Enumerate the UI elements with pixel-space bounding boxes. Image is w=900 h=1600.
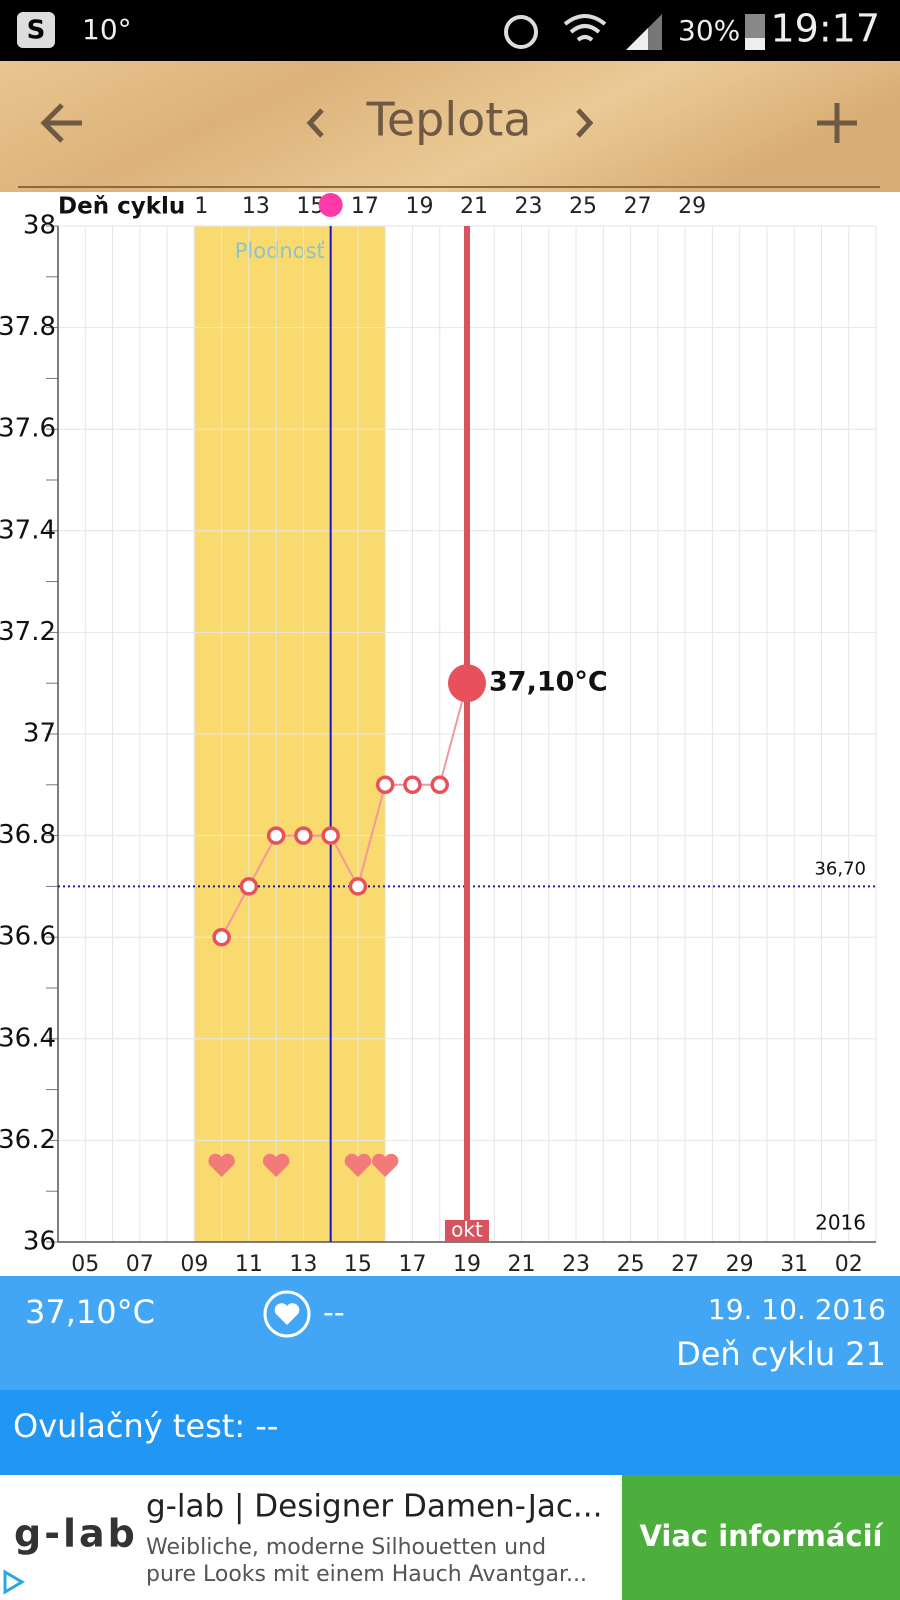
intercourse-heart	[344, 1153, 372, 1177]
heart-button[interactable]	[263, 1290, 311, 1338]
previous-button[interactable]	[306, 108, 324, 138]
ad-title: g-lab | Designer Damen-Jac...	[146, 1489, 602, 1525]
back-button[interactable]	[40, 103, 82, 143]
x-tick-label: 02	[835, 1252, 863, 1277]
ad-line: pure Looks mit einem Hauch Avantgar...	[146, 1562, 587, 1587]
x-tick-label: 21	[508, 1252, 536, 1277]
fertile-window-label: Plodnosť	[235, 239, 325, 263]
add-button[interactable]	[817, 103, 857, 143]
y-tick-label: 37	[23, 719, 56, 749]
temperature-point	[348, 877, 368, 896]
reference-line-label: 36,70	[814, 858, 866, 879]
y-tick-label: 37.6	[0, 414, 56, 444]
y-tick-label: 37.2	[0, 617, 56, 647]
x-tick-label: 29	[726, 1252, 754, 1277]
status-battery: 30%	[678, 14, 740, 47]
temperature-point	[212, 927, 231, 947]
y-tick-label: 36	[23, 1227, 56, 1257]
heart-icon	[274, 1303, 300, 1325]
ad-line: Weibliche, moderne Silhouetten und	[146, 1535, 546, 1560]
y-tick-label: 37.8	[0, 312, 56, 342]
today-badge	[445, 1220, 489, 1242]
ad-button[interactable]	[622, 1475, 900, 1600]
battery-level	[745, 38, 765, 50]
y-tick-label: 36.4	[0, 1023, 56, 1053]
cycle-day-label: 25	[569, 194, 597, 219]
ovulation-test-bar[interactable]	[0, 1390, 900, 1475]
info-panel	[0, 1276, 900, 1390]
toolbar	[0, 61, 900, 192]
temperature-point	[321, 826, 340, 845]
ad-brand: g-lab	[14, 1512, 138, 1556]
ad-button-label: Viac informácií	[639, 1519, 884, 1553]
y-tick-label: 38	[23, 211, 56, 241]
x-tick-label: 05	[71, 1252, 99, 1277]
x-tick-label: 13	[289, 1252, 317, 1277]
temperature-point	[239, 877, 259, 896]
ovulation-test-label: Ovulačný test: --	[13, 1407, 278, 1445]
alarm-icon	[504, 15, 538, 49]
year-label: 2016	[815, 1211, 866, 1235]
cycle-day-label: 13	[242, 194, 270, 219]
temperature-line	[220, 682, 468, 938]
info-temperature: 37,10°C	[25, 1293, 155, 1331]
x-tick-label: 19	[453, 1252, 481, 1277]
status-time: 19:17	[770, 7, 880, 51]
cycle-day-label: 17	[351, 194, 379, 219]
temperature-point	[266, 826, 286, 845]
app-icon	[17, 12, 55, 48]
intercourse-heart	[208, 1153, 235, 1177]
cycle-label: Deň cyklu	[58, 194, 185, 220]
temperature-point	[430, 775, 449, 795]
info-note: --	[323, 1296, 345, 1331]
x-tick-label: 11	[235, 1252, 263, 1277]
cycle-day-label: 1	[194, 194, 208, 219]
ad-choices-icon[interactable]	[3, 1569, 25, 1595]
temperature-point	[294, 826, 313, 845]
selected-point	[448, 664, 486, 703]
ovulation-marker	[318, 193, 343, 217]
y-tick-label: 36.2	[0, 1125, 56, 1155]
status-temp: 10°	[82, 13, 132, 46]
screen-title: Teplota	[366, 93, 532, 147]
temperature-point	[403, 775, 422, 795]
cycle-day-label: 27	[624, 194, 652, 219]
signal-level	[626, 28, 648, 50]
temperature-point	[375, 775, 395, 795]
cycle-day-label: 23	[515, 194, 543, 219]
x-tick-label: 27	[671, 1252, 699, 1277]
y-tick-label: 36.8	[0, 820, 56, 850]
cycle-day-label: 29	[678, 194, 706, 219]
intercourse-heart	[262, 1153, 290, 1177]
x-tick-label: 07	[126, 1252, 154, 1277]
x-tick-label: 09	[180, 1252, 208, 1277]
x-tick-label: 17	[398, 1252, 426, 1277]
x-tick-label: 15	[344, 1252, 372, 1277]
x-tick-label: 31	[780, 1252, 808, 1277]
x-tick-label: 23	[562, 1252, 590, 1277]
today-label: okt	[451, 1218, 483, 1242]
wifi-icon	[563, 14, 607, 42]
app-icon-letter: S	[27, 16, 46, 46]
next-button[interactable]	[576, 108, 594, 138]
y-tick-label: 37.4	[0, 515, 56, 545]
info-date: 19. 10. 2016	[708, 1293, 886, 1326]
point-label: 37,10°C	[489, 667, 608, 698]
x-tick-label: 25	[617, 1252, 645, 1277]
cycle-day-label: 21	[460, 194, 488, 219]
intercourse-heart	[371, 1153, 399, 1177]
cycle-day-label: 19	[405, 194, 433, 219]
y-tick-label: 36.6	[0, 922, 56, 952]
info-cycle-day: Deň cyklu 21	[676, 1335, 886, 1373]
